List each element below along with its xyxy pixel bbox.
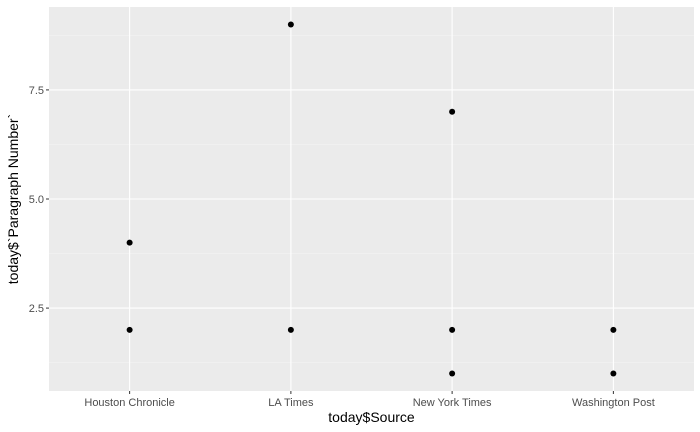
y-axis-title: today$`Paragraph Number`	[5, 114, 21, 284]
data-point	[126, 239, 133, 246]
data-points	[126, 21, 617, 377]
data-point	[449, 108, 456, 115]
y-axis-ticks: 2.5 5.0 7.5	[29, 85, 49, 315]
x-axis-title: today$Source	[328, 409, 415, 425]
data-point	[287, 21, 294, 28]
data-point	[287, 326, 294, 333]
x-tick-label: New York Times	[413, 397, 492, 409]
minor-gridlines	[49, 35, 694, 363]
x-tick-label: LA Times	[268, 397, 314, 409]
y-tick-label: 2.5	[29, 303, 44, 315]
data-point	[449, 370, 456, 377]
data-point	[610, 370, 617, 377]
y-tick-label: 7.5	[29, 85, 44, 97]
x-axis-ticks: Houston Chronicle LA Times New York Times W…	[84, 391, 655, 409]
data-point	[610, 326, 617, 333]
x-tick-label: Houston Chronicle	[84, 397, 175, 409]
data-point	[449, 326, 456, 333]
y-tick-label: 5.0	[29, 194, 44, 206]
data-point	[126, 326, 133, 333]
x-tick-label: Washington Post	[572, 397, 655, 409]
